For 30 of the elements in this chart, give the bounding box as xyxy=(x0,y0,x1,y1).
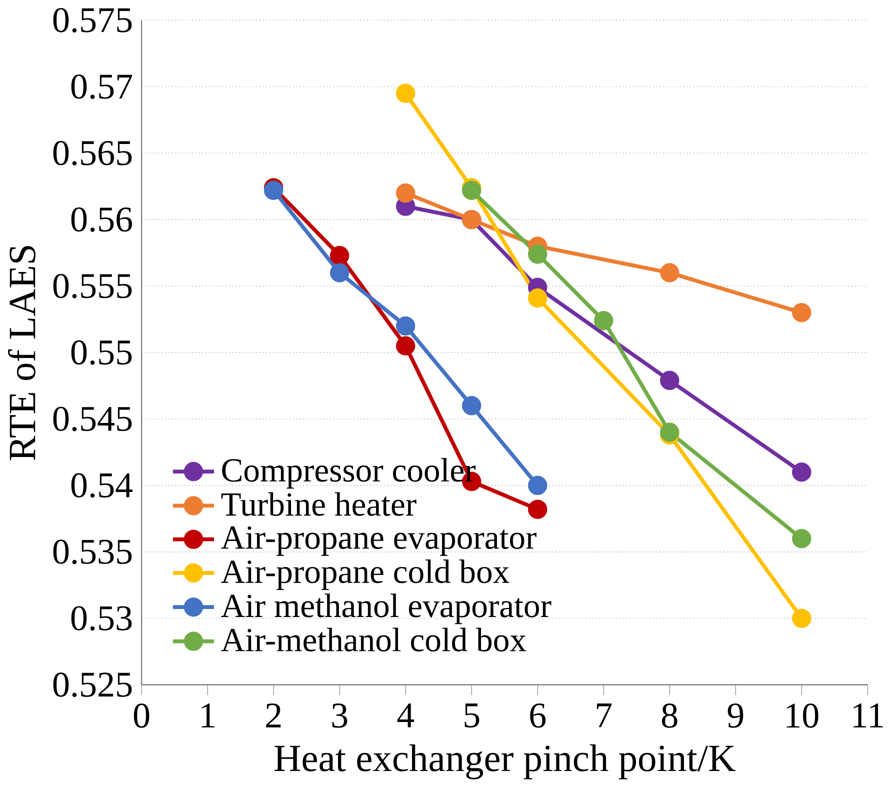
y-tick-label: 0.54 xyxy=(71,473,132,498)
x-tick-label: 4 xyxy=(397,703,414,728)
x-tick-label: 1 xyxy=(202,703,214,728)
y-tick-label: 0.555 xyxy=(53,274,132,298)
x-tick-label: 5 xyxy=(464,703,480,728)
y-tick-label: 0.575 xyxy=(53,8,132,32)
y-axis-title: RTE of LAES xyxy=(8,246,36,460)
x-axis-title: Heat exchanger pinch point/K xyxy=(274,744,736,780)
x-tick-label: 8 xyxy=(662,703,678,728)
legend-label: Air-propane cold box xyxy=(221,559,510,590)
legend-label: Turbine heater xyxy=(221,492,416,516)
legend-label: Air methanol evaporator xyxy=(221,593,552,624)
x-tick-label: 6 xyxy=(530,703,546,728)
y-tick-label: 0.525 xyxy=(53,672,132,697)
x-tick-label: 10 xyxy=(786,703,818,728)
x-tick-label: 7 xyxy=(596,703,612,727)
y-tick-label: 0.56 xyxy=(71,207,132,232)
x-tick-label: 9 xyxy=(728,703,744,728)
x-tick-label: 3 xyxy=(332,703,348,728)
x-tick-label: 11 xyxy=(853,703,883,728)
y-tick-label: 0.53 xyxy=(71,606,132,630)
legend-label: Air-propane evaporator xyxy=(221,526,536,556)
x-tick-label: 2 xyxy=(266,703,281,728)
y-tick-label: 0.535 xyxy=(53,539,132,564)
y-tick-label: 0.545 xyxy=(53,406,132,432)
x-tick-label: 0 xyxy=(134,703,150,728)
y-tick-label: 0.57 xyxy=(71,74,132,99)
y-tick-label: 0.565 xyxy=(53,140,132,166)
y-tick-label: 0.55 xyxy=(71,340,132,365)
legend-label: Air-methanol cold box xyxy=(221,628,526,652)
